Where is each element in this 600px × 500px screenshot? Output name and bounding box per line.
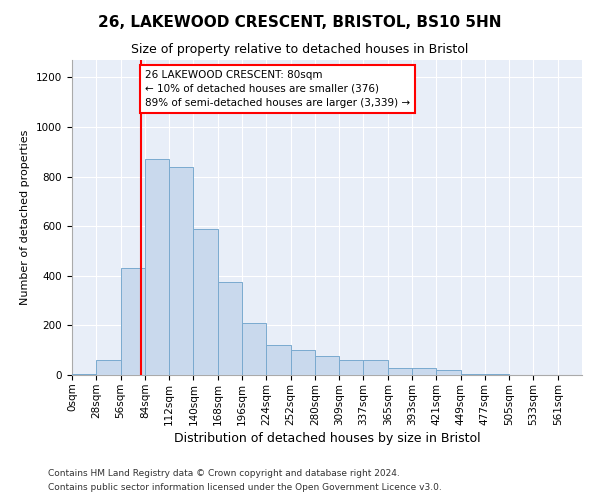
- Bar: [364, 360, 388, 375]
- Text: Size of property relative to detached houses in Bristol: Size of property relative to detached ho…: [131, 42, 469, 56]
- Bar: [218, 282, 242, 375]
- Bar: [145, 159, 169, 375]
- Y-axis label: Number of detached properties: Number of detached properties: [20, 130, 31, 305]
- Bar: [315, 356, 339, 375]
- Bar: [96, 360, 121, 375]
- Bar: [388, 368, 412, 375]
- Bar: [461, 374, 485, 375]
- Bar: [242, 323, 266, 375]
- Bar: [193, 228, 218, 375]
- Bar: [412, 368, 436, 375]
- Bar: [72, 374, 96, 375]
- Text: 26, LAKEWOOD CRESCENT, BRISTOL, BS10 5HN: 26, LAKEWOOD CRESCENT, BRISTOL, BS10 5HN: [98, 15, 502, 30]
- Bar: [436, 370, 461, 375]
- X-axis label: Distribution of detached houses by size in Bristol: Distribution of detached houses by size …: [173, 432, 481, 444]
- Text: Contains HM Land Registry data © Crown copyright and database right 2024.: Contains HM Land Registry data © Crown c…: [48, 468, 400, 477]
- Bar: [266, 345, 290, 375]
- Bar: [121, 268, 145, 375]
- Text: Contains public sector information licensed under the Open Government Licence v3: Contains public sector information licen…: [48, 484, 442, 492]
- Bar: [169, 166, 193, 375]
- Bar: [290, 350, 315, 375]
- Bar: [485, 374, 509, 375]
- Bar: [339, 360, 364, 375]
- Text: 26 LAKEWOOD CRESCENT: 80sqm
← 10% of detached houses are smaller (376)
89% of se: 26 LAKEWOOD CRESCENT: 80sqm ← 10% of det…: [145, 70, 410, 108]
